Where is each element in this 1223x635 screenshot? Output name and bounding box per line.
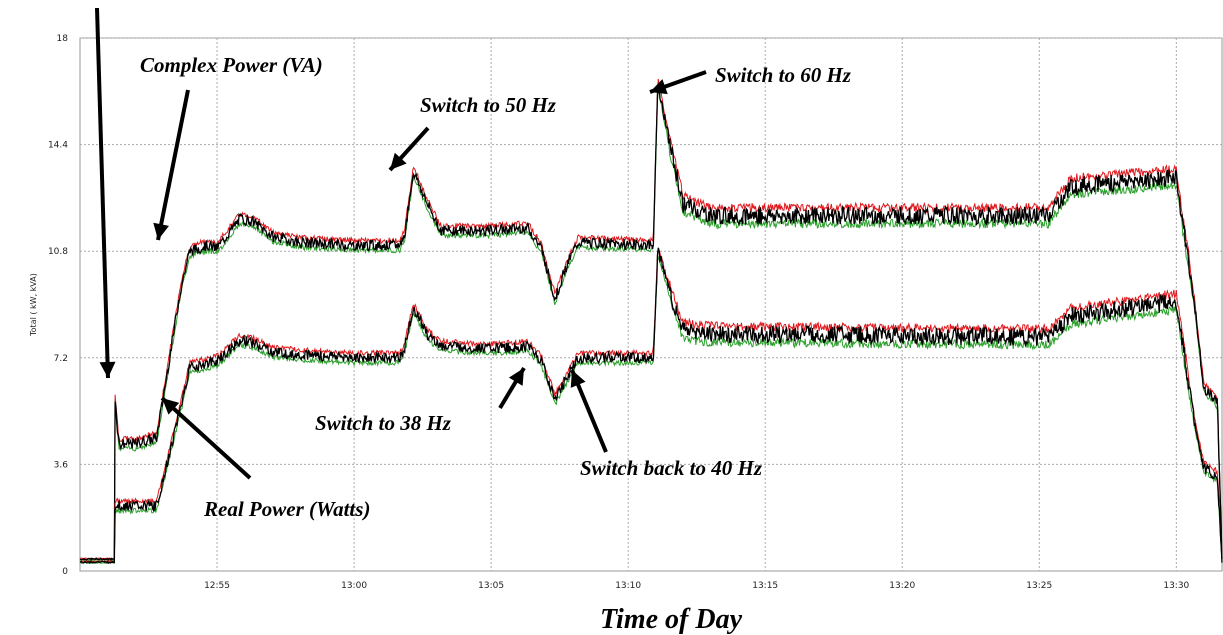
y-tick-label: 18 (57, 34, 69, 44)
label-switch-40hz: Switch back to 40 Hz (580, 456, 763, 480)
x-tick-label: 13:30 (1163, 581, 1189, 591)
x-axis-title: Time of Day (600, 604, 743, 635)
arrow-real-power (160, 396, 252, 480)
series-complex-power (79, 78, 1223, 562)
x-tick-label: 13:25 (1026, 581, 1052, 591)
arrow-38hz-head (508, 368, 524, 386)
arrow-startup (95, 7, 110, 379)
plot-area (79, 37, 1223, 572)
arrow-startup-head (99, 361, 116, 378)
x-tick-label: 13:05 (478, 581, 504, 591)
label-switch-60hz: Switch to 60 Hz (715, 63, 852, 87)
label-real-power: Real Power (Watts) (203, 497, 370, 521)
x-tick-label: 13:20 (889, 581, 915, 591)
x-tick-label: 12:55 (204, 581, 230, 591)
label-complex-power: Complex Power (VA) (140, 53, 323, 77)
arrow-complex-power (156, 89, 190, 241)
arrow-60hz-head (650, 79, 668, 95)
y-tick-label: 14.4 (48, 141, 68, 151)
arrow-real-power-head (162, 398, 180, 415)
x-tick-label: 13:00 (341, 581, 367, 591)
label-switch-38hz: Switch to 38 Hz (315, 411, 452, 435)
y-tick-labels: 0 3.6 7.2 10.8 14.4 18 (48, 34, 68, 577)
y-tick-label: 10.8 (48, 247, 68, 257)
y-axis-title: Total ( kW, kVA) (29, 273, 38, 337)
x-tick-label: 13:15 (752, 581, 778, 591)
y-tick-label: 0 (62, 567, 68, 577)
series-lines (79, 78, 1223, 565)
series-real-power (79, 247, 1223, 565)
y-tick-label: 7.2 (54, 354, 68, 364)
arrow-40hz-head (570, 370, 586, 388)
x-tick-label: 13:10 (615, 581, 641, 591)
annotation-arrows (95, 7, 707, 480)
series-avg-line (79, 247, 1223, 565)
series-max-line (79, 78, 1223, 560)
x-tick-labels: 12:55 13:00 13:05 13:10 13:15 13:20 13:25 13:30 (204, 581, 1189, 591)
annotations: Complex Power (VA) Real Power (Watts) Swit… (140, 53, 852, 521)
gridlines (80, 37, 1222, 571)
series-avg-line (79, 85, 1223, 562)
y-tick-label: 3.6 (54, 460, 69, 470)
arrow-complex-power-head (153, 222, 169, 240)
label-switch-50hz: Switch to 50 Hz (420, 93, 557, 117)
arrow-50hz-head (390, 152, 407, 170)
series-max-line (79, 249, 1223, 563)
